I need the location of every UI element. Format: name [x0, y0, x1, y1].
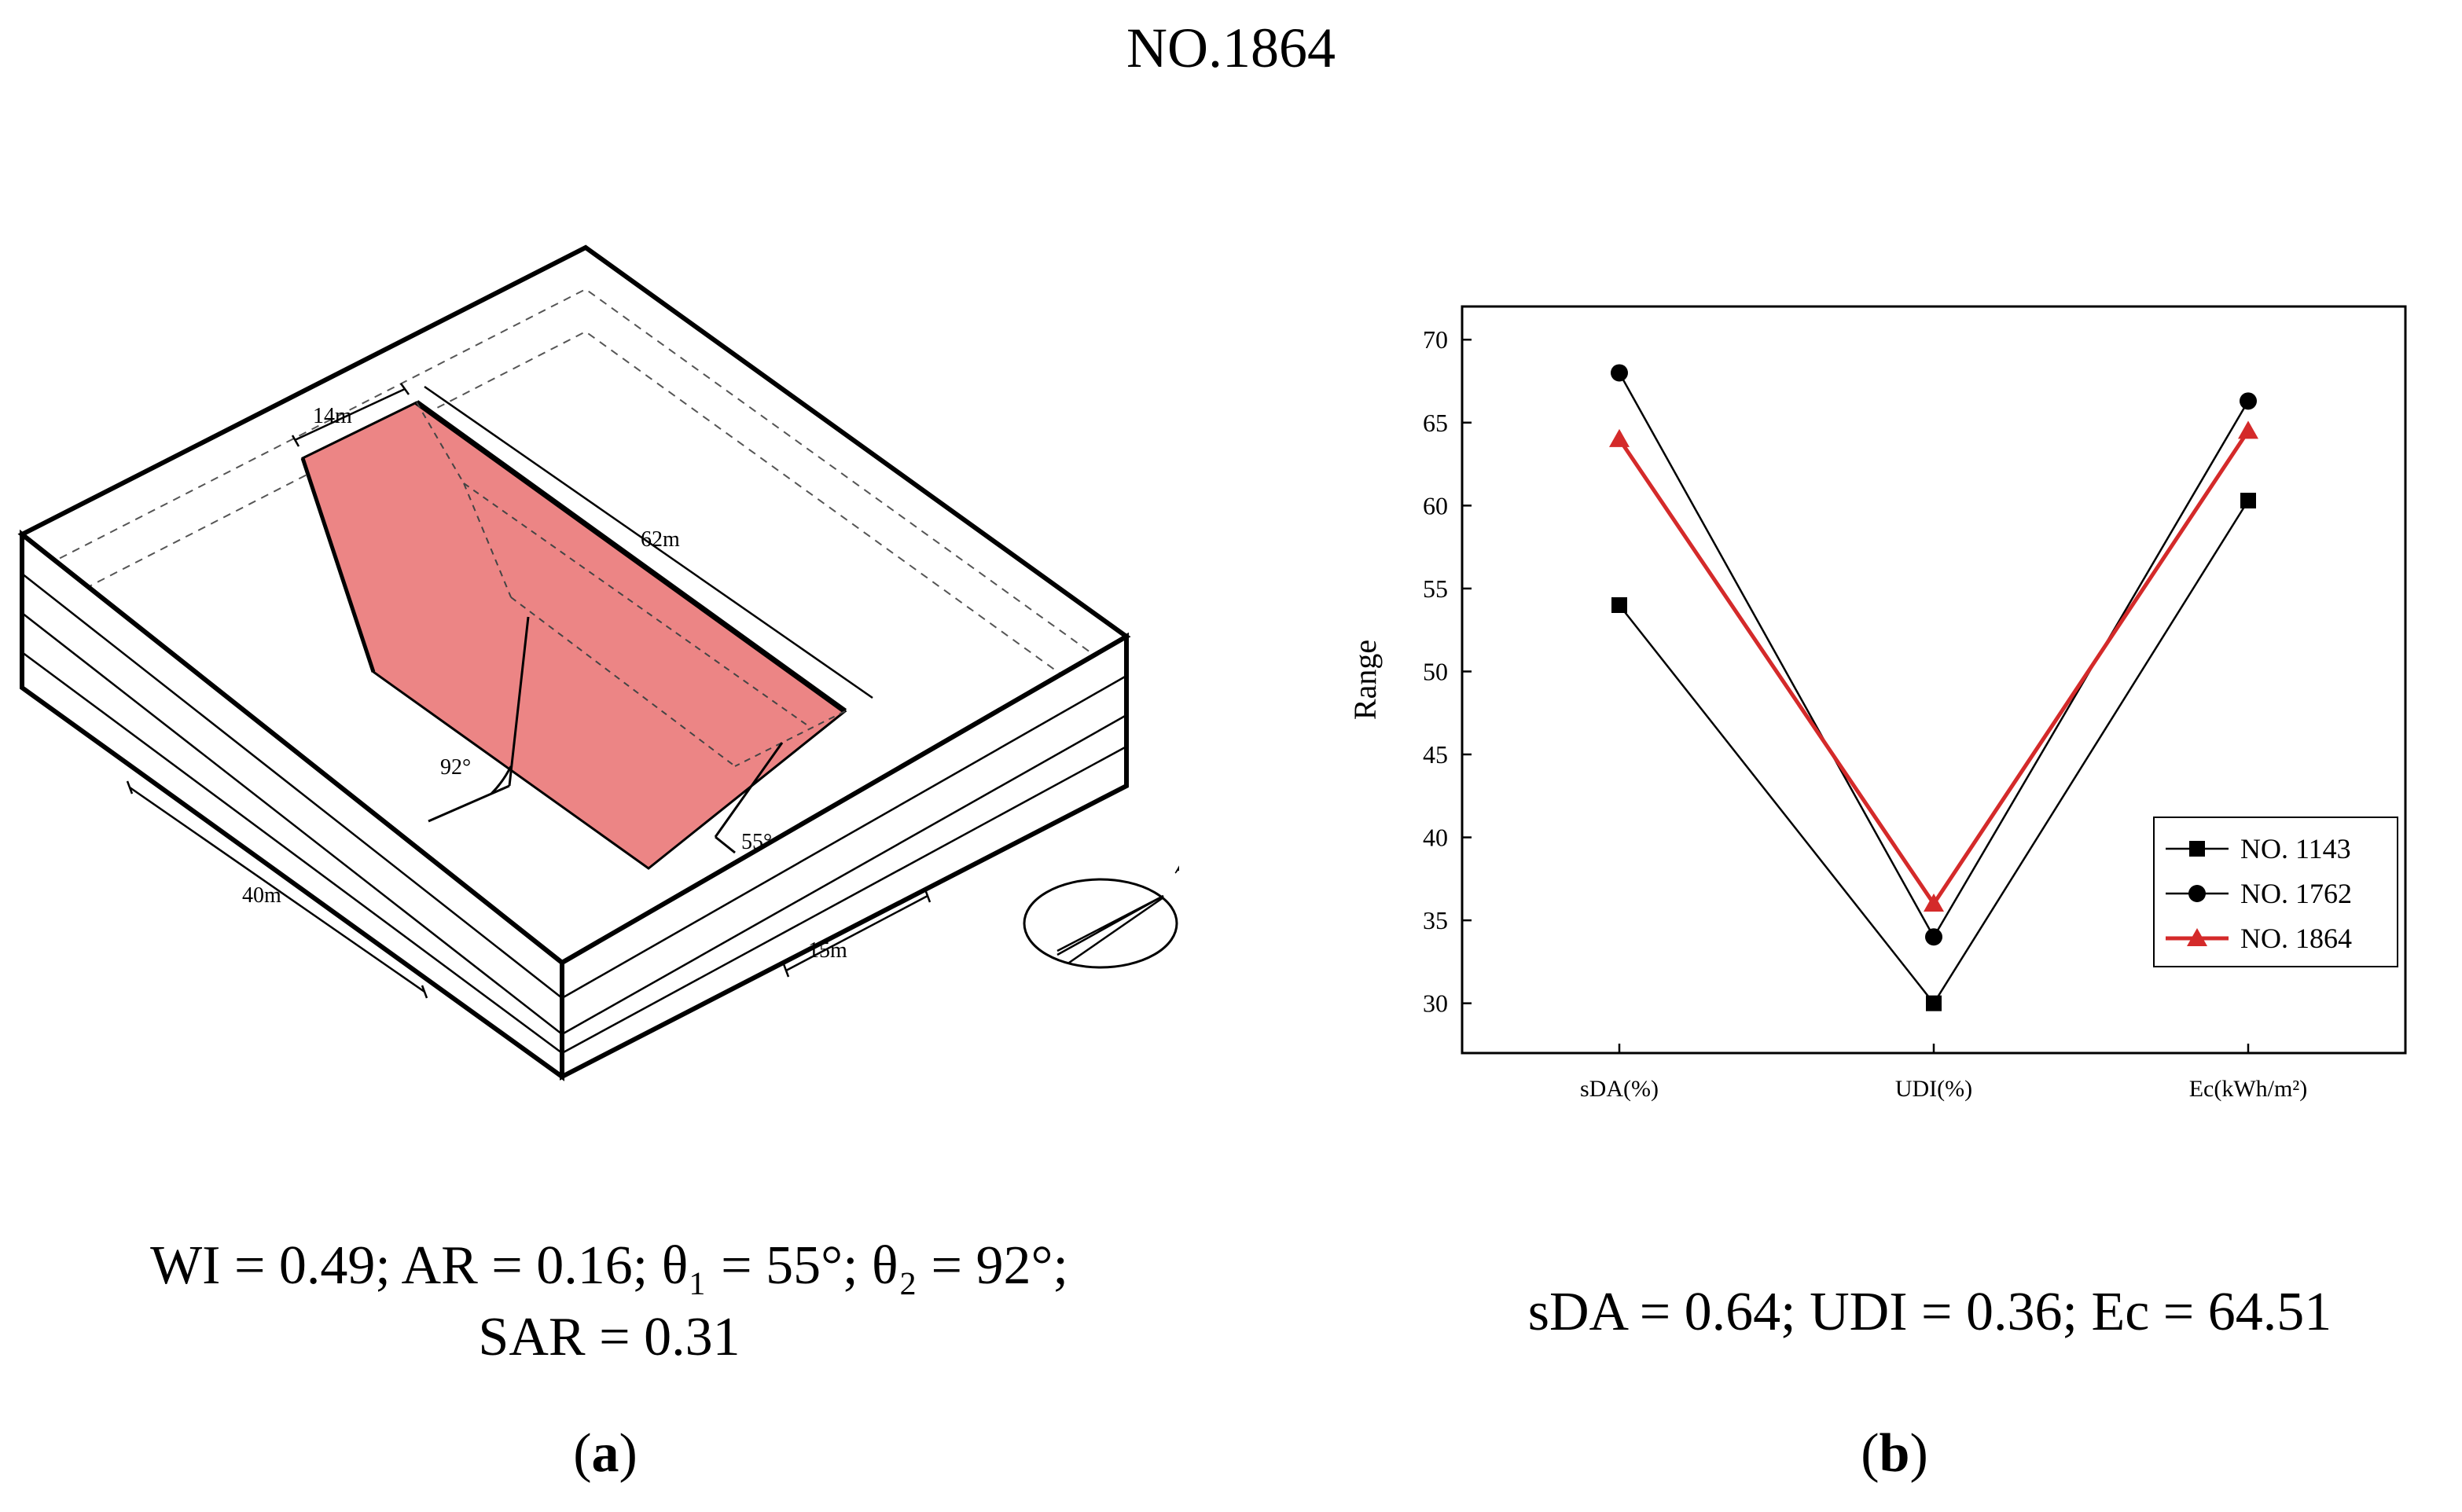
range-line-chart: 30 35 40 45 50 55 60 65 70 sDA(%) UDI(%) Ec(kWh/m²)… [1336, 283, 2437, 1179]
y-tick-label: 35 [1423, 906, 1448, 934]
y-tick-label: 50 [1423, 657, 1448, 685]
data-point [1611, 597, 1627, 613]
x-tick-label: Ec(kWh/m²) [2189, 1076, 2308, 1102]
caption-a-line2: SAR = 0.31 [31, 1301, 1187, 1373]
sub-label-b: (b) [1792, 1422, 1997, 1485]
dim-15m: 15m [808, 938, 847, 963]
angle-55: 55° [741, 830, 772, 854]
y-tick-label: 55 [1423, 574, 1448, 603]
y-tick-label: 45 [1423, 740, 1448, 769]
data-point [2240, 392, 2257, 409]
x-tick-label: UDI(%) [1895, 1076, 1972, 1102]
data-point [2238, 420, 2258, 439]
data-point [1925, 928, 1942, 945]
dim-62m: 62m [641, 527, 680, 552]
y-tick-label: 30 [1423, 989, 1448, 1018]
angle-92: 92° [440, 755, 471, 780]
y-tick-label: 70 [1423, 325, 1448, 354]
dim-14m: 14m [313, 404, 352, 428]
building-diagram: 14m 62m 92° 55° 40m 15m N [0, 0, 1179, 1140]
caption-a-line1: WI = 0.49; AR = 0.16; θ₁ = 55°; θ₂ = 92°… [31, 1230, 1187, 1301]
data-point [2240, 493, 2256, 508]
legend-marker [2189, 841, 2205, 857]
y-tick-label: 65 [1423, 409, 1448, 437]
y-tick-label: 60 [1423, 491, 1448, 519]
y-axis-label: Range [1347, 640, 1383, 720]
caption-a: WI = 0.49; AR = 0.16; θ₁ = 55°; θ₂ = 92°… [31, 1230, 1187, 1373]
compass-icon: N [1024, 842, 1179, 967]
legend-label: NO. 1143 [2240, 833, 2351, 864]
x-tick-label: sDA(%) [1580, 1076, 1659, 1102]
data-point [1609, 429, 1630, 447]
sub-label-a: (a) [503, 1422, 707, 1485]
north-label: N [1166, 842, 1179, 894]
caption-b: sDA = 0.64; UDI = 0.36; Ec = 64.51 [1399, 1281, 2460, 1344]
legend-label: NO. 1864 [2240, 923, 2352, 954]
data-point [1611, 364, 1628, 381]
data-point [1926, 996, 1942, 1011]
legend-label: NO. 1762 [2240, 878, 2352, 909]
legend-marker [2188, 885, 2206, 902]
dim-40m: 40m [242, 883, 281, 908]
y-tick-label: 40 [1423, 824, 1448, 852]
